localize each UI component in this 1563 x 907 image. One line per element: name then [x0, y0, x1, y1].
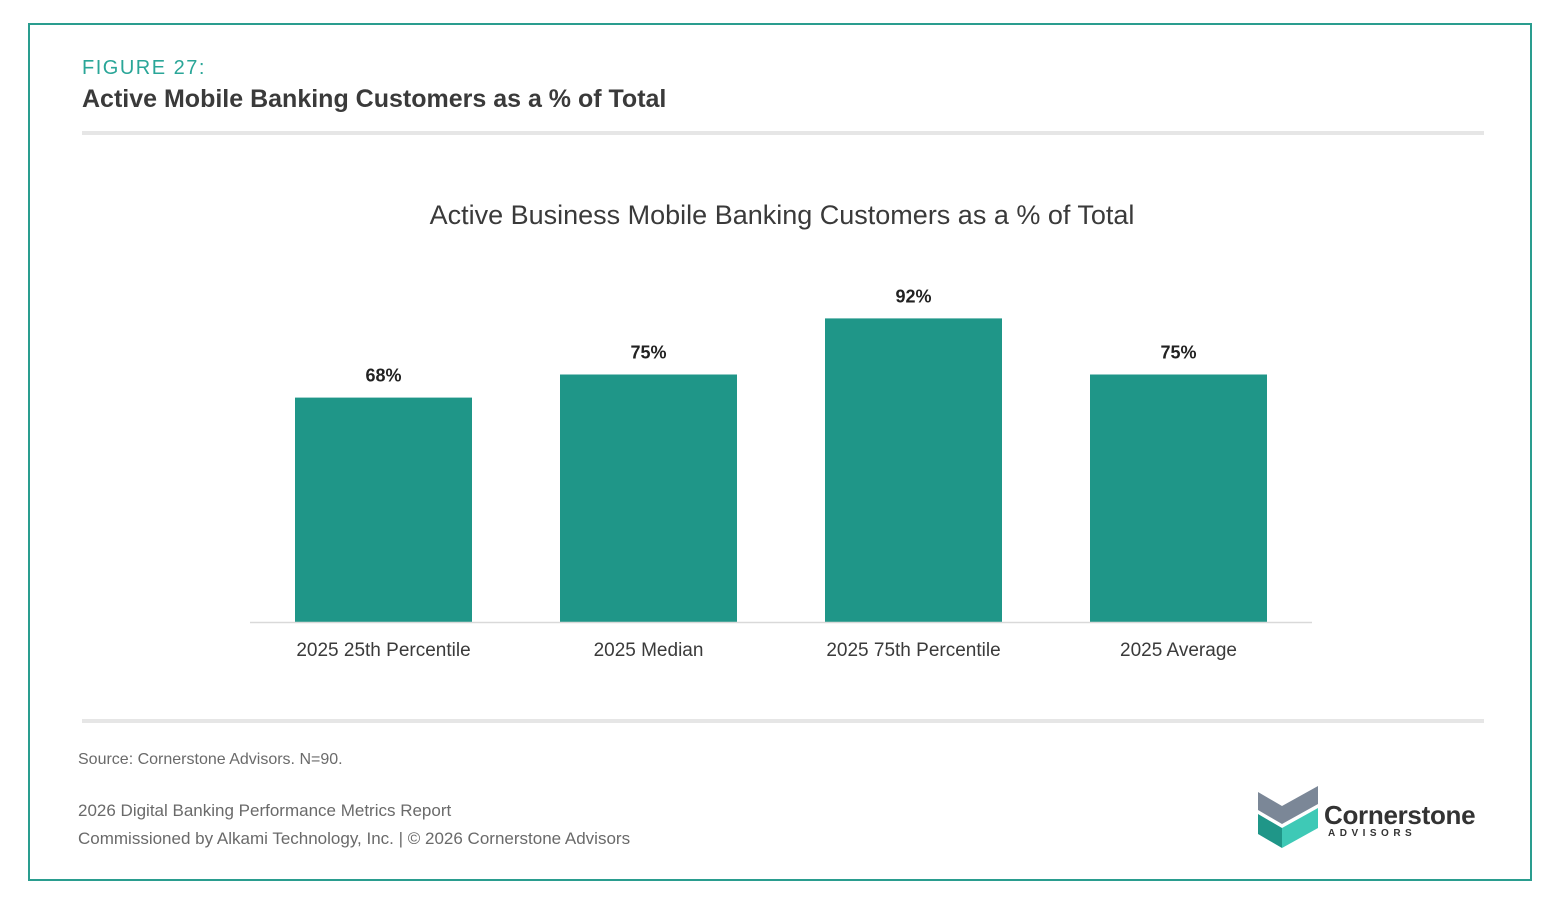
- figure-frame: [28, 23, 1532, 881]
- cube-top-face: [1258, 786, 1318, 824]
- data-label: 68%: [365, 366, 401, 386]
- chart-title: Active Business Mobile Banking Customers…: [430, 200, 1135, 230]
- commission-note: Commissioned by Alkami Technology, Inc. …: [78, 829, 631, 848]
- bar: [1090, 374, 1267, 622]
- cornerstone-cube-icon: [1258, 786, 1318, 848]
- cube-right-face: [1282, 808, 1318, 848]
- data-label: 75%: [630, 343, 666, 363]
- source-note: Source: Cornerstone Advisors. N=90.: [78, 751, 343, 768]
- data-label: 75%: [1160, 343, 1196, 363]
- bar-group: [295, 318, 1267, 622]
- x-axis-labels: 2025 25th Percentile 2025 Median 2025 75th…: [296, 640, 1237, 661]
- bar: [295, 397, 472, 622]
- report-name: 2026 Digital Banking Performance Metrics…: [78, 801, 452, 820]
- logo-name: Cornerstone: [1324, 800, 1476, 830]
- category-label: 2025 25th Percentile: [296, 640, 470, 661]
- cornerstone-logo: Cornerstone ADVISORS: [1256, 786, 1488, 852]
- bar: [825, 318, 1002, 622]
- category-label: 2025 75th Percentile: [826, 640, 1000, 661]
- data-label: 92%: [895, 286, 931, 306]
- top-divider: [82, 131, 1484, 135]
- bottom-divider: [82, 719, 1484, 723]
- cube-left-face: [1258, 814, 1282, 848]
- category-label: 2025 Median: [594, 640, 704, 661]
- logo-subtitle: ADVISORS: [1328, 828, 1417, 839]
- data-labels: 68% 75% 92% 75%: [365, 286, 1196, 385]
- figure-label: FIGURE 27:: [82, 57, 206, 79]
- category-label: 2025 Average: [1120, 640, 1237, 661]
- bar: [560, 374, 737, 622]
- figure-title: Active Mobile Banking Customers as a % o…: [82, 85, 667, 113]
